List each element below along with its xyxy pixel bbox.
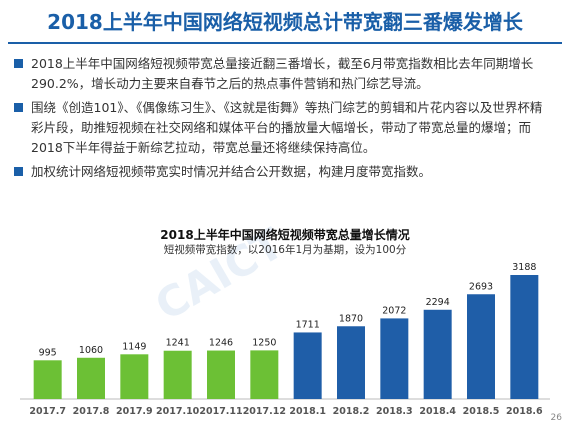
data-label-2018.6: 3188 [512, 262, 536, 273]
bar-2018.1 [293, 332, 322, 399]
x-tick-label-2018.6: 2018.6 [506, 406, 543, 417]
slide-title: 2018上半年中国网络短视频总计带宽翻三番爆发增长 [47, 10, 523, 34]
bar-2018.2 [337, 326, 365, 399]
bullet-item: 2018上半年中国网络短视频带宽总量接近翻三番增长，截至6月带宽指数相比去年同期… [14, 54, 554, 94]
title-divider [8, 42, 562, 44]
data-label-2017.9: 1149 [122, 341, 146, 352]
data-label-2018.2: 1870 [339, 313, 363, 324]
bar-2018.3 [380, 318, 409, 399]
bar-chart: 995 2017.7 1060 2017.8 1149 2017.9 1241 2017.10… [20, 262, 550, 417]
bullet-item: 围绕《创造101》、《偶像练习生》、《这就是街舞》等热门综艺的剪辑和片花内容以及… [14, 98, 554, 158]
square-bullet-icon [14, 59, 23, 68]
data-label-2018.3: 2072 [382, 305, 406, 316]
bar-2018.4 [423, 309, 452, 399]
data-label-2017.11: 1246 [209, 338, 233, 349]
bar-2017.11 [207, 350, 235, 399]
bar-2017.7 [33, 360, 62, 399]
bar-2017.10 [163, 350, 192, 399]
page-number: 26 [550, 413, 562, 423]
data-label-2017.12: 1250 [252, 337, 276, 348]
x-tick-label-2017.10: 2017.10 [156, 406, 200, 417]
bar-2017.8 [77, 357, 105, 399]
x-tick-label-2018.4: 2018.4 [419, 406, 456, 417]
x-tick-label-2017.11: 2017.11 [199, 406, 242, 417]
bar-2018.5 [467, 294, 495, 399]
bullet-text: 2018上半年中国网络短视频带宽总量接近翻三番增长，截至6月带宽指数相比去年同期… [31, 56, 534, 91]
chart-title: 2018上半年中国网络短视频带宽总量增长情况 [160, 228, 410, 242]
data-label-2017.7: 995 [39, 347, 57, 358]
x-tick-label-2018.1: 2018.1 [289, 406, 326, 417]
bullet-text: 加权统计网络短视频带宽实时情况并结合公开数据，构建月度带宽指数。 [31, 164, 432, 179]
data-label-2018.4: 2294 [426, 297, 450, 308]
x-tick-label-2018.2: 2018.2 [333, 406, 370, 417]
data-label-2017.8: 1060 [79, 345, 103, 356]
square-bullet-icon [14, 167, 23, 176]
bullet-text: 围绕《创造101》、《偶像练习生》、《这就是街舞》等热门综艺的剪辑和片花内容以及… [31, 100, 543, 155]
data-label-2018.5: 2693 [469, 281, 493, 292]
chart-subtitle: 短视频带宽指数，以2016年1月为基期，设为100分 [163, 244, 407, 256]
bar-2017.9 [120, 354, 149, 399]
x-tick-label-2017.12: 2017.12 [243, 406, 286, 417]
bar-2018.6 [510, 275, 539, 399]
x-tick-label-2018.3: 2018.3 [376, 406, 413, 417]
data-label-2017.10: 1241 [166, 338, 190, 349]
x-tick-label-2017.8: 2017.8 [73, 406, 110, 417]
bullet-list: 2018上半年中国网络短视频带宽总量接近翻三番增长，截至6月带宽指数相比去年同期… [14, 54, 554, 186]
x-tick-label-2018.5: 2018.5 [463, 406, 500, 417]
x-tick-label-2017.9: 2017.9 [116, 406, 153, 417]
x-tick-label-2017.7: 2017.7 [29, 406, 66, 417]
square-bullet-icon [14, 103, 23, 112]
bullet-item: 加权统计网络短视频带宽实时情况并结合公开数据，构建月度带宽指数。 [14, 162, 554, 182]
data-label-2018.1: 1711 [296, 319, 320, 330]
bar-2017.12 [250, 350, 279, 399]
